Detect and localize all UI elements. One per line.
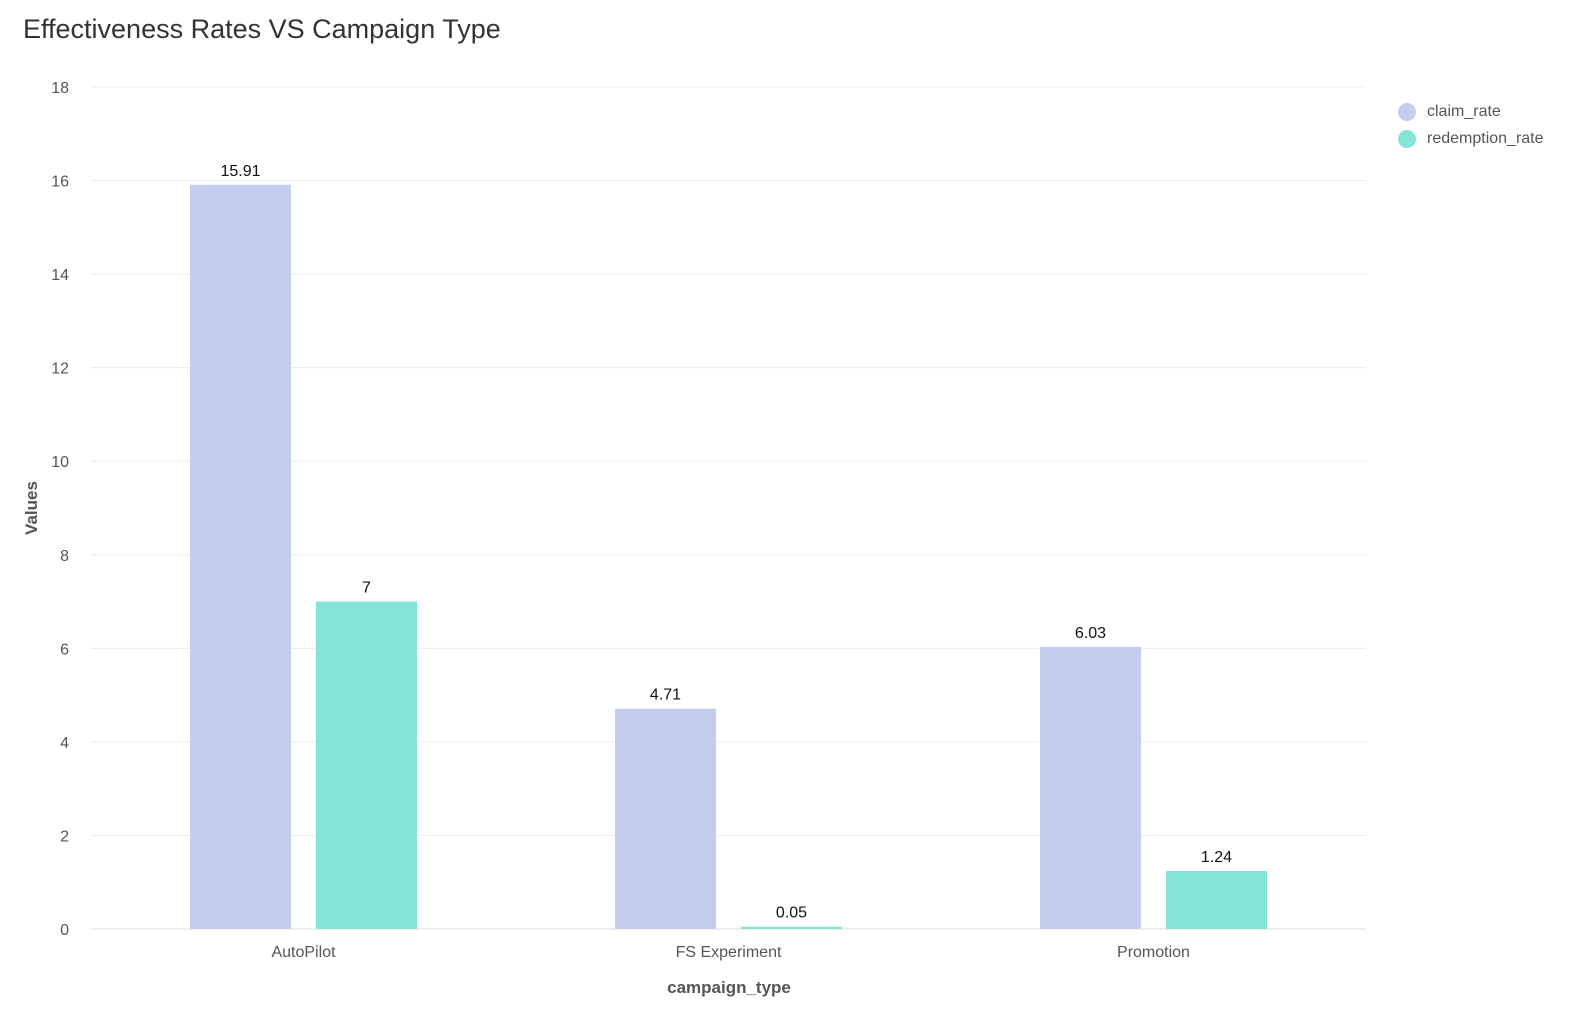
legend-label-redemption-rate: redemption_rate bbox=[1427, 129, 1544, 147]
data-label: 7 bbox=[362, 580, 371, 597]
x-tick-label: AutoPilot bbox=[271, 944, 336, 961]
bar-redemption-rate-fs-experiment[interactable] bbox=[741, 926, 842, 929]
legend-swatch-redemption-rate bbox=[1398, 129, 1416, 148]
grid-lines bbox=[91, 86, 1366, 930]
data-label: 4.71 bbox=[650, 687, 681, 704]
data-label: 0.05 bbox=[776, 905, 807, 922]
legend: claim_rate redemption_rate bbox=[1398, 98, 1544, 152]
y-tick-label: 14 bbox=[51, 267, 69, 284]
bar-redemption-rate-autopilot[interactable] bbox=[316, 601, 417, 929]
x-tick-label: Promotion bbox=[1117, 944, 1190, 961]
bar-claim-rate-fs-experiment[interactable] bbox=[615, 708, 716, 929]
data-label: 1.24 bbox=[1201, 849, 1232, 866]
bar-claim-rate-autopilot[interactable] bbox=[190, 184, 291, 929]
bar-redemption-rate-promotion[interactable] bbox=[1166, 870, 1267, 929]
x-axis-ticks: AutoPilot FS Experiment Promotion bbox=[271, 944, 1189, 961]
legend-swatch-claim-rate bbox=[1398, 102, 1416, 121]
y-axis-ticks: 0 2 4 6 8 10 12 14 16 18 bbox=[51, 80, 69, 939]
data-label: 15.91 bbox=[220, 163, 260, 180]
y-tick-label: 4 bbox=[60, 735, 69, 752]
y-tick-label: 2 bbox=[60, 828, 69, 845]
y-tick-label: 0 bbox=[60, 922, 69, 939]
y-tick-label: 12 bbox=[51, 361, 69, 378]
chart-title: Effectiveness Rates VS Campaign Type bbox=[23, 14, 501, 44]
data-labels: 15.91 7 4.71 0.05 6.03 1.24 bbox=[220, 163, 1232, 922]
data-label: 6.03 bbox=[1075, 625, 1106, 642]
bar-claim-rate-promotion[interactable] bbox=[1040, 646, 1141, 929]
y-tick-label: 16 bbox=[51, 174, 69, 191]
x-axis-title: campaign_type bbox=[667, 978, 791, 997]
legend-item-claim-rate[interactable]: claim_rate bbox=[1398, 98, 1544, 125]
legend-item-redemption-rate[interactable]: redemption_rate bbox=[1398, 125, 1544, 152]
y-tick-label: 18 bbox=[51, 80, 69, 97]
legend-label-claim-rate: claim_rate bbox=[1427, 102, 1501, 120]
y-tick-label: 10 bbox=[51, 454, 69, 471]
y-axis-title: Values bbox=[22, 481, 41, 535]
y-tick-label: 6 bbox=[60, 641, 69, 658]
bars bbox=[190, 184, 1267, 929]
y-tick-label: 8 bbox=[60, 548, 69, 565]
x-tick-label: FS Experiment bbox=[676, 944, 782, 961]
